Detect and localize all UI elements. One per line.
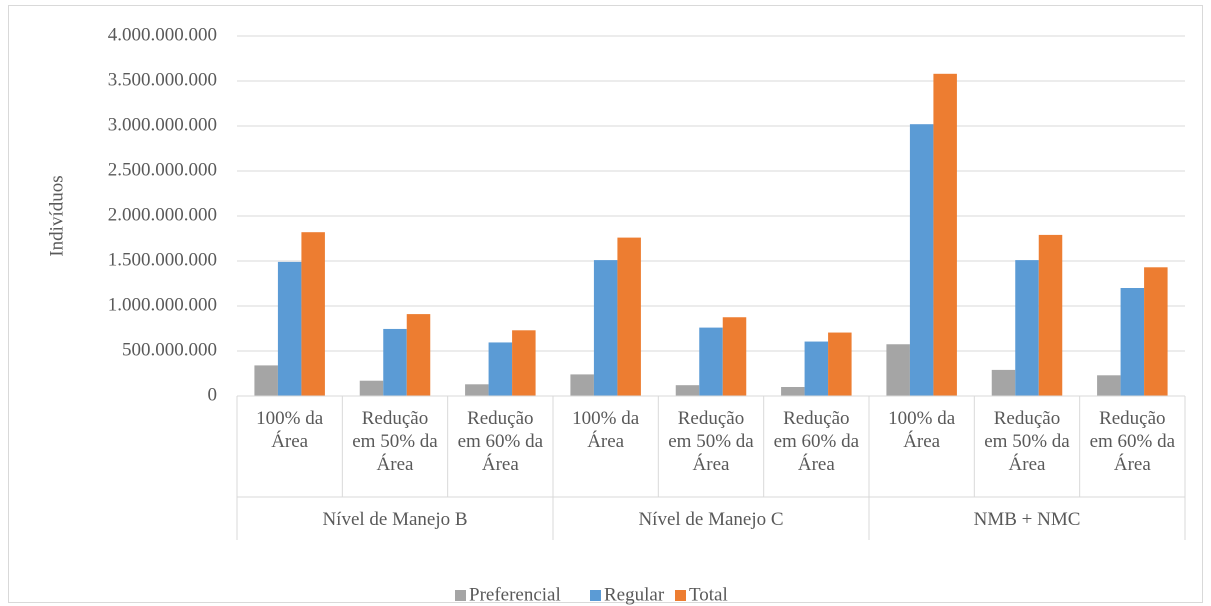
bar	[1097, 375, 1121, 396]
bar	[699, 327, 723, 396]
y-tick-label: 1.500.000.000	[108, 249, 217, 270]
y-tick-label: 4.000.000.000	[108, 24, 217, 45]
group-label: Nível de Manejo C	[638, 509, 784, 530]
bar	[886, 344, 910, 396]
group-label: Nível de Manejo B	[322, 509, 468, 530]
bar	[1038, 234, 1063, 396]
bar	[722, 317, 747, 396]
x-tick-label: Redução em 60% da Área	[1089, 408, 1176, 475]
bar	[781, 387, 805, 396]
x-tick-label: 100% da Área	[256, 408, 324, 452]
bar	[301, 232, 325, 396]
x-tick-label: Redução em 50% da Área	[352, 408, 438, 475]
bar	[1015, 260, 1039, 396]
x-tick-label: Redução em 50% da Área	[984, 408, 1070, 475]
legend-swatch	[675, 590, 686, 601]
bar	[406, 314, 431, 396]
y-axis-label: Indivíduos	[46, 175, 67, 256]
y-tick-label: 3.000.000.000	[108, 114, 217, 135]
bar	[909, 124, 934, 396]
bar	[277, 261, 302, 396]
y-tick-label: 0	[208, 384, 218, 405]
x-tick-label: Redução em 50% da Área	[668, 408, 754, 475]
bar	[933, 73, 957, 397]
bar	[1120, 288, 1145, 396]
bar	[1144, 267, 1168, 396]
y-tick-label: 2.500.000.000	[108, 159, 217, 180]
bar	[570, 374, 594, 396]
legend-label: Total	[689, 584, 728, 605]
bar	[254, 365, 278, 396]
bar	[828, 332, 852, 396]
y-tick-label: 500.000.000	[122, 339, 217, 360]
bar	[488, 342, 513, 396]
x-tick-label: Redução em 60% da Área	[773, 408, 860, 475]
y-tick-label: 3.500.000.000	[108, 69, 217, 90]
x-tick-label: 100% da Área	[888, 408, 956, 452]
bar	[617, 237, 641, 396]
x-tick-label: 100% da Área	[572, 408, 640, 452]
bar	[359, 380, 384, 396]
legend-swatch	[455, 590, 466, 601]
bar	[991, 369, 1016, 396]
group-label: NMB + NMC	[973, 509, 1081, 530]
bar	[383, 328, 407, 396]
bar	[465, 384, 489, 396]
y-tick-label: 1.000.000.000	[108, 294, 217, 315]
bar	[593, 260, 618, 396]
bar	[512, 330, 536, 396]
legend-label: Regular	[604, 584, 665, 605]
legend-swatch	[590, 590, 601, 601]
legend-label: Preferencial	[469, 584, 561, 605]
bar	[675, 385, 700, 396]
y-tick-label: 2.000.000.000	[108, 204, 217, 225]
x-tick-label: Redução em 60% da Área	[457, 408, 544, 475]
bar	[804, 341, 829, 396]
